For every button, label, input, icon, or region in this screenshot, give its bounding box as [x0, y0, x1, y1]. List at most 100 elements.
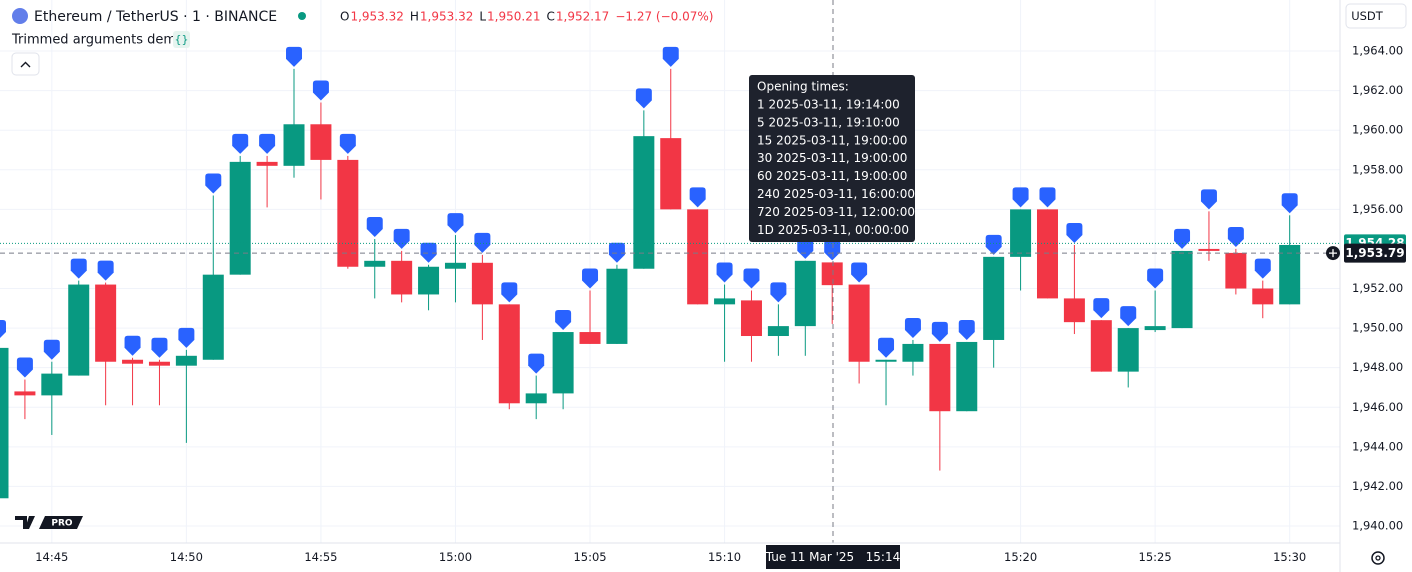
- candle-body: [1010, 209, 1032, 257]
- candle-body: [283, 124, 305, 166]
- candle-body: [606, 268, 628, 344]
- tooltip-line: 1 2025-03-11, 19:14:00: [757, 98, 900, 112]
- label-marker: [232, 133, 249, 154]
- settings-icon[interactable]: [1371, 551, 1385, 565]
- candle-body: [660, 138, 682, 210]
- crosshair-time-label: Tue 11 Mar '25 15:14: [765, 550, 900, 564]
- label-marker: [0, 319, 6, 338]
- candle-body: [1198, 248, 1220, 251]
- tooltip-line: 240 2025-03-11, 16:00:00: [757, 187, 915, 201]
- label-marker: [1227, 226, 1244, 247]
- indicator-name: Trimmed arguments demo: [11, 33, 184, 48]
- candle-body: [1225, 252, 1247, 289]
- y-tick-label: 1,960.00: [1352, 123, 1403, 137]
- logo-badge: [39, 516, 83, 529]
- ohlc-key: O: [340, 10, 349, 24]
- ohlc-change: −1.27 (−0.07%): [615, 10, 713, 24]
- ohlc-value: 1,950.21: [487, 10, 540, 24]
- label-marker: [70, 258, 87, 279]
- label-marker: [339, 133, 356, 154]
- label-marker: [286, 46, 303, 67]
- label-marker: [205, 173, 222, 194]
- x-tick-label: 14:45: [35, 550, 68, 564]
- label-marker: [958, 319, 975, 340]
- crosshair-price-label: 1,953.79: [1345, 246, 1404, 260]
- currency-button[interactable]: [1345, 3, 1407, 29]
- label-marker: [851, 262, 868, 283]
- x-tick-label: 15:30: [1273, 550, 1306, 564]
- candle-body: [364, 260, 386, 267]
- candle-body: [1090, 320, 1112, 372]
- plot: [0, 46, 1301, 499]
- candle-body: [1117, 328, 1139, 372]
- candle-body: [1279, 244, 1301, 305]
- candle-body: [687, 209, 709, 305]
- y-tick-label: 1,942.00: [1352, 479, 1403, 493]
- candle-body: [1171, 250, 1193, 329]
- ohlc-key: C: [546, 10, 554, 24]
- tooltip: [749, 75, 915, 242]
- candle-body: [875, 359, 897, 362]
- label-marker: [1066, 222, 1083, 243]
- candle-body: [821, 262, 843, 286]
- label-marker: [1147, 268, 1164, 289]
- label-marker: [824, 240, 841, 261]
- label-marker: [1012, 187, 1029, 208]
- label-marker: [985, 234, 1002, 255]
- ohlc-key: H: [410, 10, 419, 24]
- label-marker: [178, 327, 195, 348]
- label-marker: [1174, 228, 1191, 249]
- label-marker: [1120, 306, 1137, 327]
- candle-body: [525, 393, 547, 404]
- tooltip-title: Opening times:: [757, 80, 849, 94]
- y-tick-label: 1,944.00: [1352, 439, 1403, 453]
- candle-body: [956, 341, 978, 412]
- candle-body: [929, 343, 951, 412]
- axes: 1,940.00 1,942.00 1,944.00 1,946.00 1,948.00…: [35, 44, 1403, 564]
- candle-body: [1144, 326, 1166, 331]
- candle-body: [148, 361, 170, 366]
- candle-body: [310, 124, 332, 160]
- candle-body: [41, 373, 63, 396]
- label-marker: [97, 260, 114, 281]
- label-marker: [555, 310, 572, 331]
- x-tick-label: 15:25: [1139, 550, 1172, 564]
- candle-body: [471, 262, 493, 305]
- settings-icon-center: [1375, 555, 1381, 561]
- crosshair-time-bg: [766, 545, 900, 569]
- y-tick-label: 1,952.00: [1352, 281, 1403, 295]
- y-tick-label: 1,964.00: [1352, 44, 1403, 58]
- candle-body: [0, 347, 9, 499]
- candle-body: [633, 136, 655, 269]
- label-marker: [1281, 193, 1298, 214]
- label-marker: [582, 268, 599, 289]
- label-marker: [662, 46, 679, 67]
- candle-body: [175, 355, 197, 366]
- label-marker: [1093, 298, 1110, 319]
- source-icon[interactable]: [173, 31, 190, 48]
- candle-body: [95, 284, 117, 362]
- candle-body: [1036, 209, 1058, 299]
- candle-body: [579, 332, 601, 344]
- y-tick-label: 1,950.00: [1352, 321, 1403, 335]
- ohlc-value: 1,953.32: [420, 10, 473, 24]
- candle-body: [498, 304, 520, 404]
- x-tick-label: 14:50: [170, 550, 203, 564]
- candle-body: [391, 260, 413, 295]
- y-tick-label: 1,948.00: [1352, 360, 1403, 374]
- label-marker: [124, 335, 141, 356]
- label-marker: [528, 353, 545, 374]
- currency: USDT: [1351, 9, 1384, 23]
- ohlc-key: L: [479, 10, 486, 24]
- tooltip-line: 60 2025-03-11, 19:00:00: [757, 169, 907, 183]
- logo-badge-text: PRO: [51, 519, 73, 529]
- collapse-button[interactable]: [11, 52, 40, 76]
- label-marker: [16, 357, 33, 378]
- label-marker: [259, 133, 276, 154]
- label-marker: [716, 262, 733, 283]
- x-tick-label: 14:55: [304, 550, 337, 564]
- candle-body: [337, 159, 359, 267]
- candle-body: [552, 332, 574, 394]
- label-marker: [420, 242, 437, 263]
